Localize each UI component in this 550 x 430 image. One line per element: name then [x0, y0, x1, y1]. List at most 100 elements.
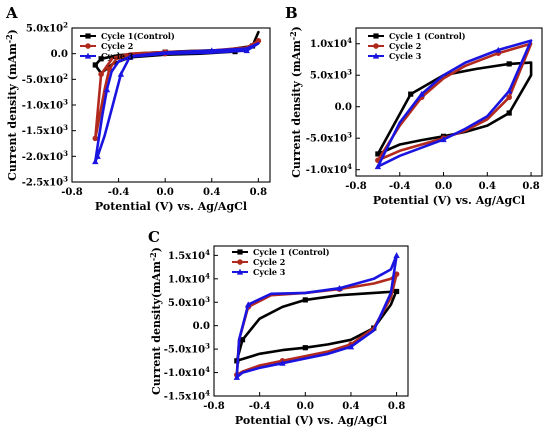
data-point: [336, 284, 343, 291]
data-point: [506, 94, 512, 101]
x-tick-label: -0.4: [108, 187, 130, 198]
x-tick-label: -0.8: [61, 187, 83, 198]
legend-marker: [237, 249, 243, 255]
x-tick-label: 0.0: [156, 187, 173, 198]
y-tick-label: -1.0x103: [22, 98, 68, 112]
y-tick-label: 0.0: [335, 102, 352, 113]
data-point: [506, 61, 512, 67]
y-axis-label: Current density (mAm-2): [288, 26, 303, 178]
data-point: [98, 56, 104, 62]
plot-frame: [213, 245, 409, 397]
data-point: [255, 38, 262, 44]
y-tick-label: 0.0: [51, 49, 68, 60]
data-point: [92, 62, 98, 68]
data-point: [94, 153, 101, 159]
y-tick-label: 1.5x104: [168, 248, 210, 262]
data-point: [279, 359, 286, 366]
y-tick-label: 0.0: [193, 321, 210, 332]
legend-label: Cycle 2: [389, 41, 421, 51]
chart-panel-c: C -0.8 -0.4 0.0 0.4 0.8 1.5x104 1.0x104 5.0x103 0…: [148, 228, 409, 427]
data-point: [506, 110, 512, 116]
data-point: [347, 343, 355, 350]
y-tick-label: 1.0x104: [310, 36, 352, 50]
y-tick-label: 5.0x103: [168, 295, 210, 309]
data-point: [440, 136, 447, 143]
y-tick-label: -2.0x103: [22, 149, 68, 163]
x-axis-label: Potential (V) vs. Ag/AgCl: [95, 200, 247, 213]
y-tick-label: -5.0x103: [164, 342, 210, 356]
data-point: [98, 71, 104, 77]
y-tick-label: 1.0x104: [168, 271, 210, 285]
data-point: [92, 135, 99, 142]
y-tick-label: -1.5x104: [164, 389, 210, 403]
y-tick-label: -1.5x103: [22, 123, 68, 137]
y-tick-label: -2.5x103: [22, 175, 68, 189]
data-point: [208, 47, 215, 54]
legend-marker: [373, 43, 379, 49]
series-1: [375, 61, 533, 157]
panel-label: A: [5, 4, 18, 22]
y-tick-label: -1.0x104: [164, 365, 210, 379]
data-point: [302, 297, 308, 303]
data-point: [393, 252, 400, 258]
data-point: [245, 301, 252, 308]
legend-marker: [85, 43, 91, 49]
panel-label: B: [285, 4, 298, 22]
data-point: [418, 90, 425, 97]
x-tick-label: -0.8: [345, 181, 367, 192]
data-point: [495, 46, 502, 53]
series-line: [235, 272, 398, 377]
y-axis-label: Current density (mAm-2): [4, 29, 19, 181]
legend-marker: [373, 33, 379, 39]
series-line: [235, 254, 398, 379]
series-3: [92, 42, 260, 165]
x-tick-label: 0.8: [522, 181, 539, 192]
x-tick-label: -0.8: [203, 401, 225, 412]
chart-panel-b: B -0.8 -0.4 0.0 0.4 0.8 1.0x104 5.0x103 0.0 -5.0x…: [285, 4, 543, 207]
x-tick-label: 0.0: [297, 401, 314, 412]
data-point: [505, 87, 513, 94]
series-line: [376, 39, 533, 168]
legend-marker: [372, 52, 380, 59]
x-tick-label: 0.4: [479, 181, 496, 192]
legend-marker: [84, 52, 92, 59]
data-point: [243, 47, 250, 54]
legend-label: Cycle 2: [253, 257, 285, 267]
legend-label: Cycle 1 (Control): [389, 31, 466, 41]
x-tick-label: 0.8: [388, 401, 405, 412]
x-tick-label: 0.8: [250, 187, 267, 198]
data-point: [127, 53, 134, 60]
x-tick-label: -0.4: [389, 181, 411, 192]
plot-frame: [355, 27, 543, 177]
x-axis-label: Potential (V) vs. Ag/AgCl: [235, 414, 387, 427]
series-2: [234, 271, 400, 378]
data-point: [106, 66, 113, 72]
data-point: [239, 337, 246, 343]
series-3: [374, 39, 533, 170]
x-tick-label: 0.0: [435, 181, 452, 192]
data-point: [374, 163, 382, 170]
y-tick-label: -5.0x103: [306, 131, 352, 145]
y-tick-label: 5.0x103: [310, 68, 352, 82]
data-point: [375, 151, 381, 157]
data-point: [408, 91, 414, 97]
y-tick-label: -1.0x104: [306, 162, 352, 176]
legend-label: Cycle 1 (Control): [253, 247, 330, 257]
data-point: [393, 288, 400, 295]
data-point: [117, 71, 125, 77]
legend-marker: [85, 33, 91, 39]
x-tick-label: 0.4: [203, 187, 220, 198]
legend-label: Cycle 1(Control): [101, 31, 175, 41]
series-3: [233, 252, 400, 380]
legend-marker: [237, 259, 243, 265]
data-point: [92, 158, 99, 165]
data-point: [103, 86, 111, 93]
y-axis-label: Current density(mAm-2): [148, 247, 163, 395]
legend-label: Cycle 3: [389, 51, 422, 61]
series-line: [376, 61, 533, 156]
data-point: [233, 374, 241, 380]
